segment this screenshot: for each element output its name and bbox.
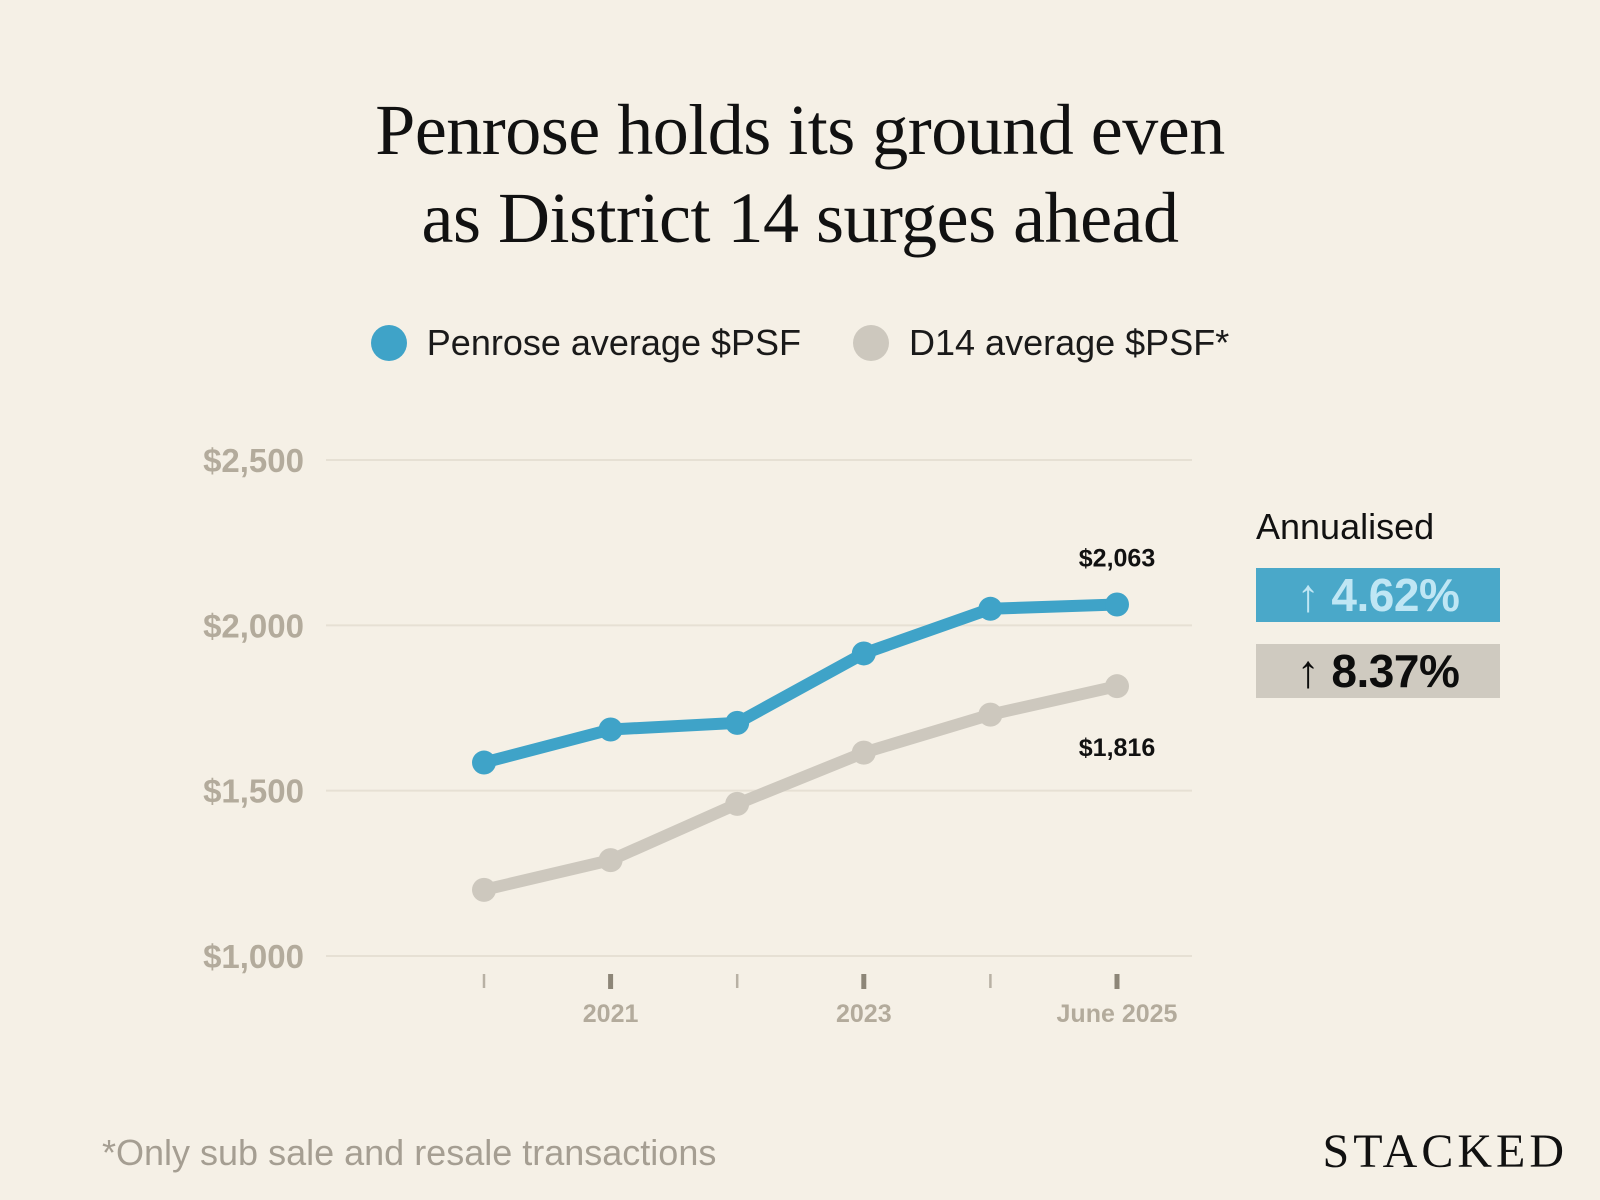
data-point-penrose: [598, 717, 623, 742]
data-point-penrose: [472, 750, 496, 775]
data-point-d14: [978, 702, 1003, 727]
legend-label-penrose: Penrose average $PSF: [426, 322, 802, 363]
data-point-d14: [598, 848, 623, 873]
penrose-annualised-badge: ↑ 4.62%: [1256, 568, 1500, 622]
y-tick-label: $1,000: [203, 938, 304, 975]
data-point-penrose: [851, 641, 876, 666]
legend-item-penrose: Penrose average $PSF: [370, 322, 802, 364]
data-point-d14: [1105, 674, 1129, 699]
d14-annualised-badge: ↑ 8.37%: [1256, 644, 1500, 698]
chart-title: Penrose holds its ground even as Distric…: [0, 86, 1600, 262]
legend-item-d14: D14 average $PSF*: [853, 322, 1229, 364]
data-point-penrose: [978, 596, 1003, 621]
data-label-d14: $1,816: [1079, 734, 1155, 762]
data-point-penrose: [725, 710, 750, 735]
data-point-d14: [725, 791, 750, 816]
title-line-1: Penrose holds its ground even: [375, 90, 1225, 170]
x-tick-label: June 2025: [1057, 1000, 1178, 1028]
y-tick-label: $1,500: [203, 773, 304, 810]
data-point-d14: [851, 740, 876, 765]
y-tick-label: $2,500: [203, 442, 304, 479]
y-tick-label: $2,000: [203, 607, 304, 644]
annualised-label: Annualised: [1256, 506, 1435, 547]
data-point-d14: [472, 877, 496, 902]
x-tick-label: 2023: [836, 1000, 892, 1028]
series-line-penrose: [478, 598, 1123, 769]
title-line-2: as District 14 surges ahead: [421, 178, 1179, 258]
legend-dot-penrose: [370, 325, 407, 361]
legend-dot-d14: [853, 325, 890, 361]
legend-label-d14: D14 average $PSF*: [909, 322, 1230, 363]
legend: Penrose average $PSF D14 average $PSF*: [0, 322, 1600, 364]
x-tick-label: 2021: [583, 1000, 639, 1028]
data-label-penrose: $2,063: [1079, 545, 1155, 573]
footnote: *Only sub sale and resale transactions: [102, 1132, 717, 1173]
brand-logo: STACKED: [1322, 1125, 1568, 1178]
series-line-d14: [478, 680, 1123, 896]
data-point-penrose: [1105, 592, 1129, 617]
